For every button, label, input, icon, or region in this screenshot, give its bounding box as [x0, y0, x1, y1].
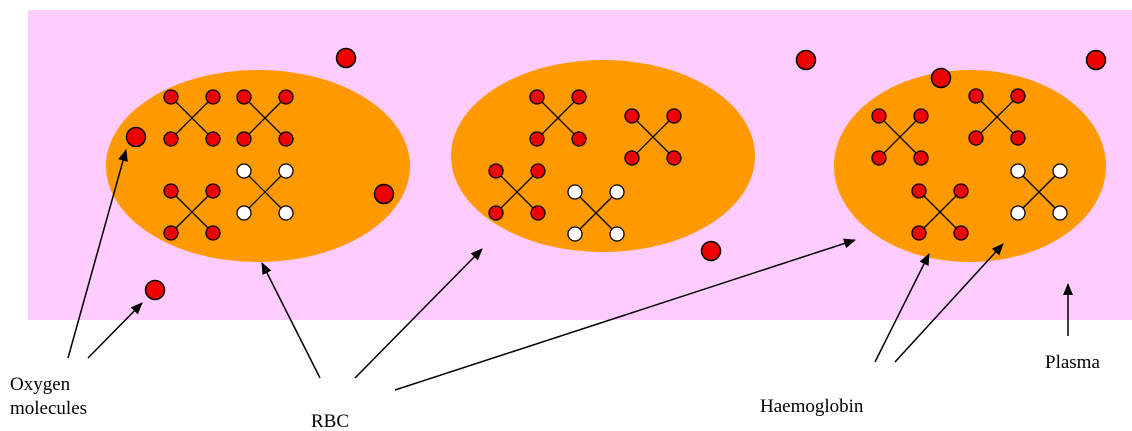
haemoglobin-site	[969, 131, 983, 145]
haemoglobin-site	[206, 90, 220, 104]
page: Oxygen molecules RBC Haemoglobin Plasma …	[0, 0, 1132, 431]
haemoglobin-site	[610, 227, 624, 241]
rbc-cell	[106, 70, 410, 262]
haemoglobin-site	[872, 151, 886, 165]
haemoglobin-site	[1011, 131, 1025, 145]
haemoglobin-site	[914, 109, 928, 123]
haemoglobin-site	[954, 184, 968, 198]
haemoglobin-site	[568, 185, 582, 199]
label: RBC	[311, 411, 349, 431]
haemoglobin-site	[1053, 206, 1067, 220]
haemoglobin-site	[530, 132, 544, 146]
haemoglobin-site	[914, 151, 928, 165]
haemoglobin-site	[489, 206, 503, 220]
oxygen-molecule	[127, 128, 146, 147]
label: Oxygen	[10, 374, 71, 395]
haemoglobin-site	[531, 206, 545, 220]
haemoglobin-site	[206, 226, 220, 240]
haemoglobin-site	[912, 184, 926, 198]
haemoglobin-site	[237, 132, 251, 146]
oxygen-molecule	[1087, 51, 1106, 70]
haemoglobin-site	[237, 164, 251, 178]
haemoglobin-site	[572, 132, 586, 146]
oxygen-molecule	[702, 242, 721, 261]
oxygen-molecule	[337, 49, 356, 68]
haemoglobin-site	[912, 226, 926, 240]
haemoglobin-site	[164, 184, 178, 198]
haemoglobin-site	[164, 132, 178, 146]
label: molecules	[10, 398, 87, 419]
haemoglobin-site	[489, 164, 503, 178]
haemoglobin-site	[1011, 206, 1025, 220]
haemoglobin-site	[164, 226, 178, 240]
haemoglobin-site	[572, 90, 586, 104]
label: Plasma	[1045, 352, 1100, 373]
haemoglobin-site	[206, 132, 220, 146]
haemoglobin-site	[237, 90, 251, 104]
haemoglobin-site	[954, 226, 968, 240]
haemoglobin-site	[610, 185, 624, 199]
haemoglobin-site	[625, 151, 639, 165]
haemoglobin-site	[1011, 89, 1025, 103]
haemoglobin-site	[1053, 164, 1067, 178]
haemoglobin-site	[279, 164, 293, 178]
haemoglobin-site	[872, 109, 886, 123]
haemoglobin-site	[279, 90, 293, 104]
haemoglobin-site	[279, 206, 293, 220]
haemoglobin-site	[237, 206, 251, 220]
oxygen-molecule	[932, 69, 951, 88]
label: Haemoglobin	[760, 396, 864, 417]
diagram: Oxygen molecules RBC Haemoglobin Plasma	[0, 0, 1132, 431]
rbc-cell	[451, 60, 755, 252]
haemoglobin-site	[1011, 164, 1025, 178]
haemoglobin-site	[206, 184, 220, 198]
haemoglobin-site	[568, 227, 582, 241]
haemoglobin-site	[667, 109, 681, 123]
haemoglobin-site	[279, 132, 293, 146]
oxygen-molecule	[797, 51, 816, 70]
oxygen-molecule	[146, 281, 165, 300]
haemoglobin-site	[164, 90, 178, 104]
haemoglobin-site	[625, 109, 639, 123]
haemoglobin-site	[969, 89, 983, 103]
haemoglobin-site	[530, 90, 544, 104]
haemoglobin-site	[667, 151, 681, 165]
oxygen-molecule	[375, 185, 394, 204]
haemoglobin-site	[531, 164, 545, 178]
